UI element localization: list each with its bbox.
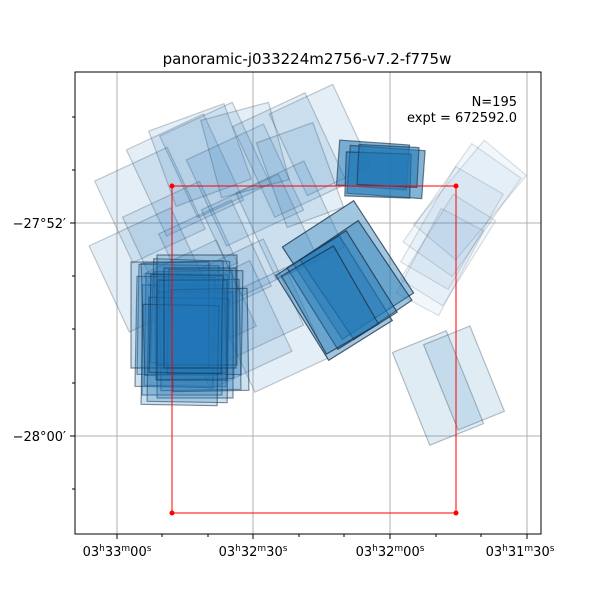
footprint-central <box>299 219 413 341</box>
y-tick-label: −27°52′ <box>13 217 66 232</box>
footprint-lower-right <box>422 325 506 431</box>
exposure-annotation: expt = 672592.0 <box>407 111 517 126</box>
x-tick-hours: 03 <box>486 545 503 560</box>
footprint-mosaic <box>125 113 245 237</box>
footprint-mosaic <box>93 146 207 264</box>
x-tick-minutes: 33 <box>105 545 122 560</box>
x-tick-unit-s: s <box>283 544 288 554</box>
footprint-faint <box>399 165 505 291</box>
axes-frame <box>74 71 542 535</box>
region-box-corner <box>453 510 459 516</box>
x-tick-seconds: 30 <box>533 545 550 560</box>
x-tick-unit-s: s <box>420 544 425 554</box>
footprint-faint <box>399 193 497 307</box>
x-tick-seconds: 00 <box>403 545 420 560</box>
footprint-central <box>280 245 380 355</box>
x-tick-minutes: 32 <box>241 545 258 560</box>
chart-title: panoramic-j033224m2756-v7.2-f775w <box>163 50 452 68</box>
footprint-mosaic <box>167 259 293 391</box>
footprint-mosaic <box>185 123 305 247</box>
footprint-dense <box>163 267 237 369</box>
footprint-mosaic <box>185 238 305 362</box>
grid <box>75 72 541 534</box>
x-tick-unit-s: s <box>147 544 152 554</box>
x-tick-unit-h: h <box>372 544 378 554</box>
x-tick-labels: 03h33m00s 03h32m30s 03h32m00s 03h31m30s <box>83 544 555 560</box>
footprint-dense <box>148 273 224 375</box>
x-tick-minutes: 31 <box>508 545 525 560</box>
x-tick-seconds: 30 <box>266 545 283 560</box>
footprint-mosaic <box>147 102 253 208</box>
y-tick-label: −28°00′ <box>13 430 66 445</box>
x-tick-label: 03h32m30s <box>219 544 288 560</box>
footprint-faint <box>402 142 522 278</box>
footprint-strip <box>356 143 420 189</box>
axis-ticks <box>70 116 528 539</box>
region-box <box>169 183 459 516</box>
x-tick-unit-m: m <box>524 544 533 554</box>
footprint-dense <box>166 268 244 376</box>
footprint-mosaic <box>88 207 212 333</box>
x-tick-hours: 03 <box>83 545 100 560</box>
x-tick-unit-h: h <box>502 544 508 554</box>
x-tick-label: 03h31m30s <box>486 544 555 560</box>
x-tick-unit-m: m <box>121 544 130 554</box>
region-box-corner <box>169 510 175 516</box>
x-tick-unit-m: m <box>257 544 266 554</box>
plot-area: N=195 expt = 672592.0 <box>74 71 542 535</box>
x-tick-unit-m: m <box>394 544 403 554</box>
x-tick-unit-s: s <box>550 544 555 554</box>
region-box-corner <box>169 183 175 189</box>
count-annotation: N=195 <box>472 95 517 110</box>
x-tick-unit-h: h <box>99 544 105 554</box>
footprint-central <box>286 229 398 351</box>
footprint-mosaic <box>158 101 272 219</box>
x-tick-label: 03h33m00s <box>83 544 152 560</box>
footprint-dense <box>156 279 228 381</box>
x-tick-seconds: 00 <box>130 545 147 560</box>
x-tick-minutes: 32 <box>378 545 395 560</box>
region-box-corner <box>453 183 459 189</box>
x-tick-unit-h: h <box>235 544 241 554</box>
footprint-faint <box>395 207 485 317</box>
x-tick-hours: 03 <box>356 545 373 560</box>
footprint-lower-right <box>391 330 485 446</box>
footprint-dense <box>143 272 229 388</box>
x-tick-label: 03h32m00s <box>356 544 425 560</box>
footprint-mosaic <box>200 101 290 199</box>
footprint-layer <box>88 83 528 446</box>
x-tick-hours: 03 <box>219 545 236 560</box>
